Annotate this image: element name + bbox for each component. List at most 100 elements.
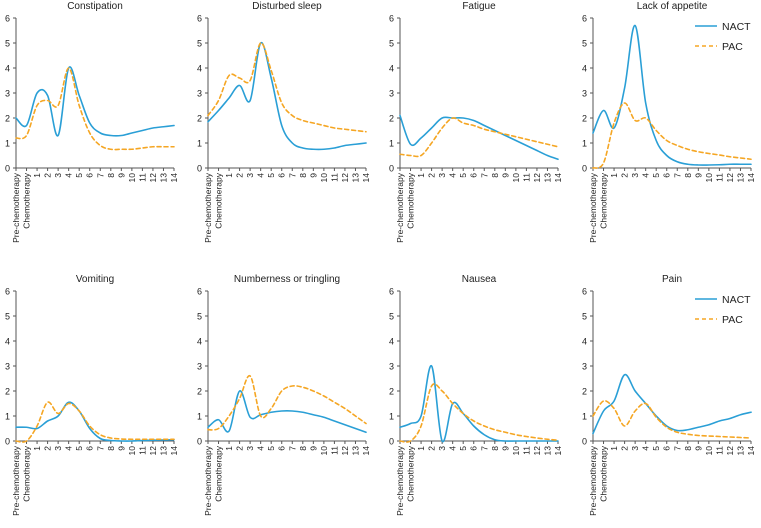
x-tick-label: 1 <box>32 173 42 178</box>
x-tick-label: 2 <box>43 446 53 451</box>
x-tick-label: 3 <box>630 173 640 178</box>
chart-title: Lack of appetite <box>637 1 708 12</box>
y-tick-label: 6 <box>582 287 587 297</box>
series-line-nact <box>592 373 752 435</box>
chart-numberness-or-tringling: Numberness or tringling0123456Pre-chemot… <box>197 274 371 516</box>
y-tick-label: 5 <box>389 312 394 322</box>
series-line-nact <box>207 390 367 434</box>
x-tick-label: 12 <box>340 173 350 183</box>
series-line-pac <box>15 401 175 443</box>
x-tick-label: 7 <box>287 446 297 451</box>
y-tick-label: 4 <box>197 337 202 347</box>
x-tick-label: 10 <box>704 173 714 183</box>
x-tick-label: 7 <box>95 446 105 451</box>
x-tick-label: 3 <box>245 446 255 451</box>
x-tick-label: 4 <box>64 173 74 178</box>
x-tick-label: 11 <box>329 173 339 182</box>
y-tick-label: 0 <box>5 164 10 174</box>
x-tick-label: 14 <box>553 446 563 456</box>
series-line-pac <box>592 400 752 439</box>
x-tick-label: 13 <box>158 173 168 183</box>
x-tick-label: 3 <box>245 173 255 178</box>
x-tick-label: Pre-chemotherapy <box>395 445 405 516</box>
x-tick-label: 1 <box>416 173 426 178</box>
legend-label-pac: PAC <box>722 41 743 53</box>
x-tick-label: 1 <box>609 446 619 451</box>
x-tick-label: 6 <box>469 446 479 451</box>
y-tick-label: 3 <box>389 89 394 99</box>
x-tick-label: 4 <box>641 173 651 178</box>
x-tick-label: 14 <box>361 446 371 456</box>
series-line-nact <box>592 24 752 166</box>
x-tick-label: 5 <box>74 446 84 451</box>
x-tick-label: 5 <box>266 173 276 178</box>
y-tick-label: 6 <box>389 287 394 297</box>
y-tick-label: 6 <box>582 14 587 24</box>
x-tick-label: 1 <box>416 446 426 451</box>
series-line-pac <box>207 42 367 133</box>
y-tick-label: 4 <box>5 337 10 347</box>
x-tick-label: 10 <box>319 173 329 183</box>
x-tick-label: Chemotherapy <box>214 445 224 502</box>
x-tick-label: 11 <box>137 446 147 455</box>
y-tick-label: 0 <box>197 437 202 447</box>
chart-title: Fatigue <box>462 1 496 12</box>
x-tick-label: 7 <box>479 446 489 451</box>
x-tick-label: 10 <box>511 446 521 456</box>
x-tick-label: 14 <box>746 446 756 456</box>
x-tick-label: 13 <box>350 173 360 183</box>
y-tick-label: 6 <box>5 14 10 24</box>
x-tick-label: 5 <box>266 446 276 451</box>
y-tick-label: 4 <box>389 64 394 74</box>
y-tick-label: 1 <box>389 412 394 422</box>
y-tick-label: 4 <box>582 64 587 74</box>
x-tick-label: Pre-chemotherapy <box>588 172 598 243</box>
x-tick-label: 9 <box>500 173 510 178</box>
chart-title: Numberness or tringling <box>234 274 340 285</box>
x-tick-label: 4 <box>64 446 74 451</box>
y-tick-label: 1 <box>197 139 202 149</box>
y-tick-label: 3 <box>197 362 202 372</box>
y-tick-label: 5 <box>582 312 587 322</box>
x-tick-label: 2 <box>235 446 245 451</box>
y-tick-label: 2 <box>389 387 394 397</box>
x-tick-label: 8 <box>490 173 500 178</box>
x-tick-label: 3 <box>630 446 640 451</box>
chart-title: Constipation <box>67 1 123 12</box>
x-tick-label: 5 <box>74 173 84 178</box>
x-tick-label: Pre-chemotherapy <box>11 445 21 516</box>
x-tick-label: 3 <box>437 173 447 178</box>
y-tick-label: 3 <box>389 362 394 372</box>
x-tick-label: 8 <box>490 446 500 451</box>
series-line-pac <box>15 67 175 151</box>
x-tick-label: 10 <box>127 173 137 183</box>
x-tick-label: 10 <box>319 446 329 456</box>
y-tick-label: 1 <box>389 139 394 149</box>
x-tick-label: 6 <box>662 446 672 451</box>
x-tick-label: 12 <box>532 446 542 456</box>
x-tick-label: 1 <box>32 446 42 451</box>
x-tick-label: 12 <box>725 173 735 183</box>
x-tick-label: 6 <box>277 173 287 178</box>
x-tick-label: 13 <box>735 173 745 183</box>
x-tick-label: Chemotherapy <box>599 172 609 229</box>
series-line-pac <box>207 375 367 431</box>
x-tick-label: 8 <box>106 173 116 178</box>
x-tick-label: Pre-chemotherapy <box>203 172 213 243</box>
y-tick-label: 5 <box>197 39 202 49</box>
x-tick-label: 6 <box>469 173 479 178</box>
x-tick-label: 2 <box>235 173 245 178</box>
x-tick-label: 5 <box>651 446 661 451</box>
x-tick-label: Chemotherapy <box>22 445 32 502</box>
y-tick-label: 0 <box>5 437 10 447</box>
x-tick-label: 10 <box>511 173 521 183</box>
chart-title: Disturbed sleep <box>252 1 322 12</box>
x-tick-label: 14 <box>361 173 371 183</box>
x-tick-label: 3 <box>53 446 63 451</box>
y-tick-label: 0 <box>389 437 394 447</box>
x-tick-label: 12 <box>532 173 542 183</box>
